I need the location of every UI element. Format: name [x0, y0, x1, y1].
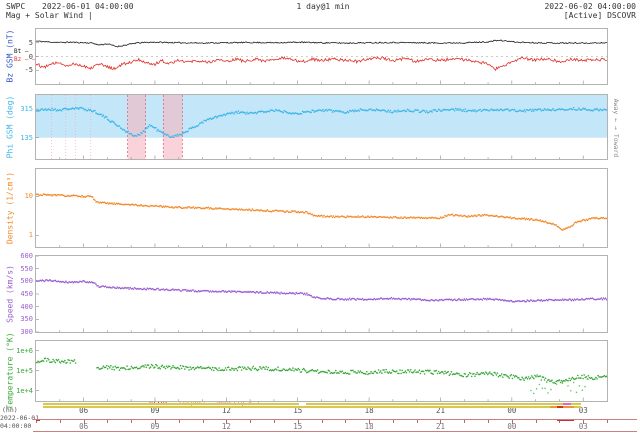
legend-bz: Bz – – — [14, 56, 36, 63]
secondary-time-strip — [33, 419, 637, 432]
strip-tick — [178, 420, 180, 423]
xtick-row1-21: 21 — [435, 406, 445, 415]
chart-speed — [36, 256, 607, 332]
panel-temperature — [35, 340, 608, 402]
xtick-row2-21: 21 — [435, 421, 445, 431]
quality-flag-bar — [43, 403, 299, 405]
panel-bt-bz — [35, 28, 608, 85]
end-timestamp: 2022-06-02 04:00:00 — [544, 2, 636, 11]
ytick-density-10: 10 — [24, 192, 33, 201]
xtick-row2-06: 06 — [79, 421, 89, 431]
strip-tick — [36, 420, 37, 423]
quality-flag-bar — [557, 406, 563, 408]
footer-time: 04:00:00 — [0, 422, 32, 430]
quality-flag-bar — [557, 419, 574, 422]
ytick-density-1: 1 — [28, 231, 33, 240]
ytick-bt-bz-0: 0 — [28, 52, 33, 61]
footer-date: 2022-06-01 — [0, 414, 40, 422]
chart-density — [36, 193, 607, 247]
ytick-bt-bz--5: -5 — [24, 66, 33, 75]
xtick-row1-12: 12 — [221, 406, 231, 415]
strip-tick — [226, 420, 228, 424]
ytick-bt-bz-5: 5 — [28, 38, 33, 47]
strip-tick — [416, 420, 418, 423]
strip-tick — [154, 420, 156, 424]
ytick-speed-350: 350 — [20, 315, 33, 324]
strip-tick — [392, 420, 394, 423]
strip-tick — [488, 420, 490, 423]
legend-bt: Bt — — [14, 48, 29, 55]
xtick-row2-15: 15 — [293, 421, 303, 431]
xtick-row1-03: 03 — [578, 406, 588, 415]
strip-tick — [345, 420, 347, 423]
panel-speed — [35, 255, 608, 333]
quality-flag-bar — [562, 403, 572, 405]
xtick-row1-00: 00 — [507, 406, 517, 415]
strip-tick — [83, 420, 85, 424]
quality-flag-bar — [36, 419, 40, 422]
ytick-phi-315: 315 — [20, 105, 33, 114]
strip-tick — [202, 420, 204, 423]
xtick-row2-09: 09 — [150, 421, 160, 431]
hh-axis-label: (hh) — [2, 406, 18, 414]
strip-tick — [464, 420, 466, 423]
strip-tick — [583, 420, 585, 424]
plot-subtitle: Mag + Solar Wind | — [6, 11, 93, 20]
xtick-row2-18: 18 — [364, 421, 374, 431]
strip-tick — [559, 420, 561, 423]
app-title: SWPC — [6, 2, 26, 11]
ytick-speed-550: 550 — [20, 264, 33, 273]
xtick-row1-06: 06 — [79, 406, 89, 415]
panel-density — [35, 168, 608, 248]
xtick-row1-15: 15 — [293, 406, 303, 415]
away-toward-label: Away ← → Toward — [612, 98, 620, 158]
strip-tick — [131, 420, 133, 423]
ytick-speed-300: 300 — [20, 328, 33, 336]
strip-tick — [250, 420, 252, 423]
strip-tick — [440, 420, 442, 424]
xtick-row1-18: 18 — [364, 406, 374, 415]
ytick-temperature-1e+4: 1e+4 — [16, 386, 33, 395]
quality-flag-bar — [43, 406, 581, 408]
xtick-row2-03: 03 — [578, 421, 588, 431]
strip-tick — [607, 420, 608, 423]
panel-phi — [35, 94, 608, 160]
strip-tick — [297, 420, 299, 424]
ytick-temperature-1e+5: 1e+5 — [16, 366, 33, 375]
ytick-speed-500: 500 — [20, 277, 33, 286]
ytick-temperature-1e+6: 1e+6 — [16, 346, 33, 355]
chart-bt-bz — [36, 39, 607, 84]
strip-tick — [321, 420, 323, 423]
ytick-speed-450: 450 — [20, 290, 33, 298]
cadence-label: 1 day@1 min — [296, 2, 350, 11]
start-timestamp: 2022-06-01 04:00:00 — [42, 2, 134, 11]
strip-tick — [59, 420, 61, 423]
xtick-row2-00: 00 — [507, 421, 517, 431]
ytick-speed-600: 600 — [20, 252, 33, 260]
chart-temperature — [36, 350, 607, 401]
ytick-speed-400: 400 — [20, 302, 33, 311]
strip-tick — [273, 420, 275, 423]
quality-flag-bar — [306, 403, 581, 405]
source-status: [Active] DSCOVR — [563, 11, 636, 20]
strip-tick — [369, 420, 371, 424]
xtick-row2-12: 12 — [221, 421, 231, 431]
strip-tick — [511, 420, 513, 424]
ytick-phi-135: 135 — [20, 133, 33, 142]
xtick-row1-09: 09 — [150, 406, 160, 415]
strip-tick — [535, 420, 537, 423]
chart-phi — [36, 95, 607, 159]
strip-tick — [107, 420, 109, 423]
